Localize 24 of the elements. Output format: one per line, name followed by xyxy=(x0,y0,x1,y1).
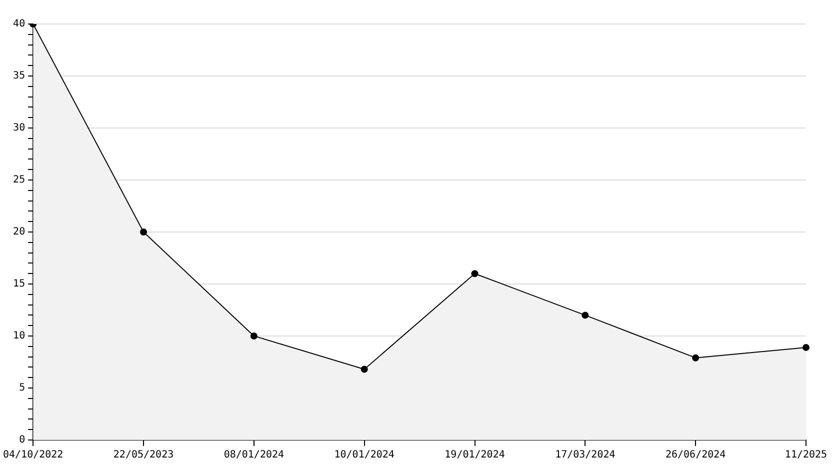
point xyxy=(140,228,148,236)
x-tick-label: 26/06/2024 xyxy=(665,450,726,461)
x-tick-label: 22/05/2023 xyxy=(113,450,174,461)
x-tick-label: 19/01/2024 xyxy=(444,450,505,461)
point xyxy=(250,332,258,340)
x-tick-label: 08/01/2024 xyxy=(224,450,284,461)
x-tick-label: 10/01/2024 xyxy=(334,450,394,461)
y-tick-label: 35 xyxy=(13,70,26,82)
point xyxy=(802,344,810,351)
x-tick-label: 17/03/2024 xyxy=(555,450,616,461)
y-tick-label: 10 xyxy=(13,330,26,342)
point xyxy=(582,312,589,319)
point xyxy=(692,354,700,362)
x-tick-label: 11/2025 xyxy=(784,450,828,461)
y-tick-label: 25 xyxy=(13,174,26,186)
point xyxy=(360,366,368,373)
y-tick-label: 15 xyxy=(13,278,26,290)
y-tick-label: 40 xyxy=(13,18,26,30)
y-tick-label: 20 xyxy=(13,226,26,238)
y-tick-label: 0 xyxy=(19,434,26,446)
y-tick-label: 30 xyxy=(13,122,26,134)
point xyxy=(471,270,478,278)
y-tick-label: 5 xyxy=(19,382,26,394)
x-tick-label: 04/10/2022 xyxy=(2,450,64,461)
